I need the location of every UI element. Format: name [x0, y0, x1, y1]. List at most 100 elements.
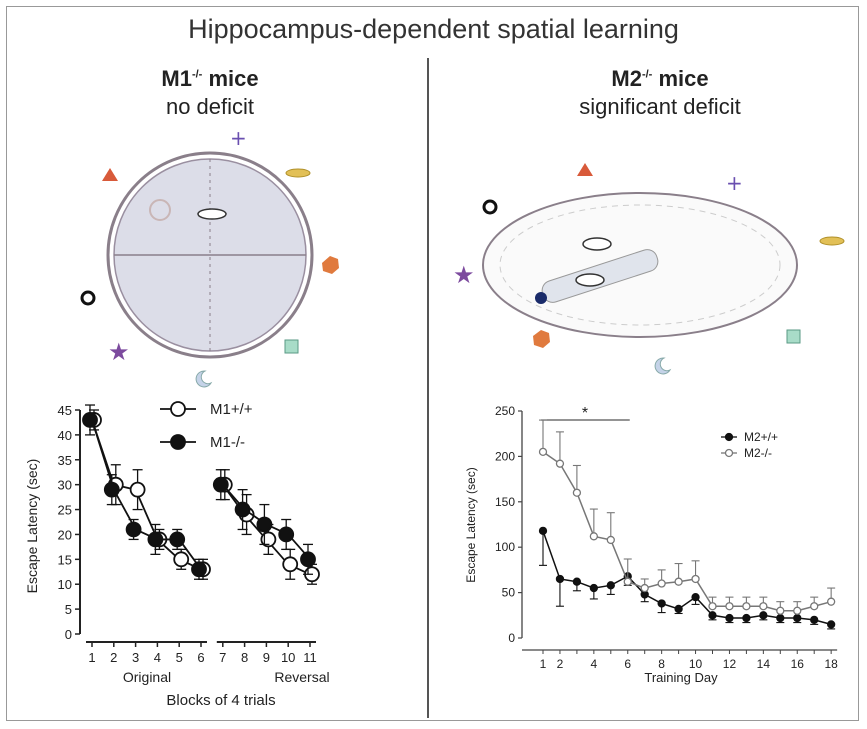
- chart1-data-point: [256, 516, 273, 533]
- chart2-xtick-label: 10: [689, 657, 703, 671]
- chart1-ytick-label: 5: [65, 602, 72, 617]
- chart1-xtick-label: 3: [132, 650, 139, 665]
- chart1-xtick-label: 11: [303, 650, 317, 665]
- figure-title: Hippocampus-dependent spatial learning: [188, 14, 679, 44]
- chart1-data-point: [282, 556, 299, 573]
- chart2-data-point: [691, 574, 700, 584]
- chart2-data-point: [708, 611, 717, 620]
- chart2-xtick-label: 16: [791, 657, 805, 671]
- chart1-xtick-label: 9: [263, 650, 270, 665]
- chart1-legend-marker: [170, 434, 186, 450]
- right-subheading: significant deficit: [579, 94, 741, 119]
- chart2-legend-marker: [724, 448, 734, 458]
- chart1-data-point: [129, 481, 146, 498]
- right-heading-sup: -/-: [641, 68, 653, 81]
- chart2-data-point: [827, 597, 836, 606]
- left-heading-name: M1: [161, 66, 192, 91]
- chart2-xtick-label: 1: [540, 657, 547, 671]
- chart2-xtick-label: 4: [591, 657, 598, 671]
- chart2-data-point: [606, 535, 615, 545]
- chart1-ylabel: Escape Latency (sec): [24, 459, 40, 594]
- star-cue: ★: [108, 338, 130, 366]
- cross-cue-2: +: [726, 171, 743, 195]
- chart2-xlabel: Training Day: [644, 670, 718, 685]
- chart2-data-point: [640, 583, 649, 593]
- chart1-legend-label: M1+/+: [210, 401, 253, 418]
- figure-frame: [6, 6, 859, 721]
- chart2-xtick-label: 12: [723, 657, 737, 671]
- chart1-ytick-label: 25: [58, 503, 72, 518]
- chart1-ytick-label: 45: [58, 403, 72, 418]
- cross-cue: +: [230, 126, 247, 150]
- chart2-data-point: [725, 602, 734, 611]
- chart1-xtick-label: 4: [154, 650, 161, 665]
- chart2-data-point: [776, 606, 785, 615]
- chart2-ytick-label: 200: [495, 449, 515, 463]
- chart1-xlabel: Blocks of 4 trials: [166, 692, 275, 709]
- chart1-ytick-label: 30: [58, 478, 72, 493]
- chart2-legend-label: M2-/-: [744, 446, 772, 460]
- chart1-data-point: [125, 521, 142, 538]
- chart2-data-point: [538, 526, 548, 536]
- chart2-ylabel: Escape Latency (sec): [464, 467, 478, 582]
- chart2-xtick-label: 8: [658, 657, 665, 671]
- triangle-cue: [102, 168, 118, 181]
- chart2-annotation: *: [582, 405, 588, 422]
- square-cue-2: [786, 329, 801, 344]
- chart1-xtick-label: 1: [88, 650, 95, 665]
- left-heading-suffix: mice: [202, 66, 259, 91]
- chart2-legend-marker: [724, 432, 734, 442]
- chart1-ytick-label: 20: [58, 527, 72, 542]
- oval-cue-2: [819, 236, 845, 246]
- chart1-data-point: [82, 412, 98, 428]
- chart1-data-point: [169, 531, 186, 548]
- chart2-ytick-label: 50: [502, 586, 516, 600]
- left-heading-sup: -/-: [191, 68, 203, 81]
- chart1-data-point: [234, 501, 251, 518]
- square-cue: [284, 339, 299, 354]
- chart2-data-point: [742, 613, 751, 623]
- chart2-data-point: [691, 592, 700, 602]
- chart1-xtick-label: 8: [241, 650, 248, 665]
- chart2-xtick-label: 2: [557, 657, 564, 671]
- left-subheading: no deficit: [165, 94, 255, 119]
- chart1-data-point: [173, 551, 190, 568]
- chart2-data-point: [589, 532, 598, 541]
- chart1-data-point: [103, 481, 120, 498]
- ring-cue: [80, 290, 96, 306]
- chart1-data-point: [278, 526, 295, 543]
- chart1-xtick-label: 2: [110, 650, 117, 665]
- chart1-xtick-label: 7: [219, 650, 226, 665]
- chart1-group-label-original: Original: [123, 669, 171, 685]
- chart2-data-point: [606, 581, 615, 590]
- chart1-xtick-label: 6: [197, 650, 204, 665]
- chart2-data-point: [759, 602, 768, 611]
- chart2-data-point: [742, 602, 751, 611]
- left-heading: M1-/- mice: [60, 66, 360, 92]
- chart2-xtick-label: 18: [824, 657, 838, 671]
- chart1-xtick-label: 5: [176, 650, 183, 665]
- chart1-ytick-label: 35: [58, 453, 72, 468]
- chart1-ytick-label: 15: [58, 552, 72, 567]
- chart2-data-point: [725, 613, 734, 623]
- chart2-data-point: [572, 577, 582, 586]
- m2-barnes-maze: [482, 192, 798, 338]
- chart2-ytick-label: 250: [495, 404, 515, 418]
- chart1-data-point: [300, 551, 316, 568]
- chart1-ytick-label: 0: [65, 627, 72, 642]
- ring-cue-2: [482, 199, 498, 215]
- chart2-data-point: [776, 613, 785, 623]
- oval-cue: [285, 168, 311, 178]
- m1-water-maze: [106, 151, 314, 359]
- chart2-data-point: [674, 577, 683, 586]
- chart1-group-label-reversal: Reversal: [274, 669, 329, 685]
- chart2-data-point: [555, 574, 565, 584]
- right-heading-name: M2: [611, 66, 642, 91]
- triangle-cue-2: [577, 163, 593, 176]
- chart1-data-point: [212, 476, 229, 493]
- chart2-legend-label: M2+/+: [744, 430, 778, 444]
- chart2-data-point: [708, 602, 717, 611]
- right-heading-suffix: mice: [652, 66, 709, 91]
